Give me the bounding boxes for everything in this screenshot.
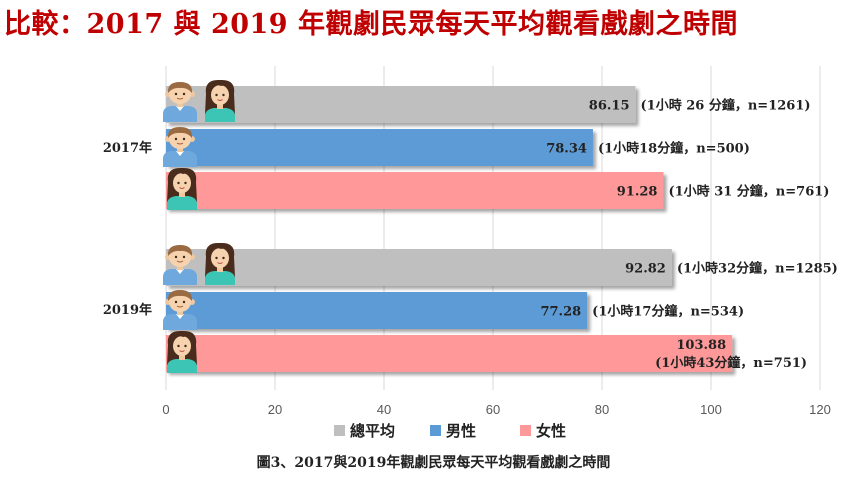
data-annotation: (1小時17分鐘，n=534) bbox=[592, 304, 744, 320]
girl-icon bbox=[167, 167, 197, 210]
boy-icon bbox=[163, 82, 197, 122]
bar bbox=[166, 86, 636, 123]
data-label: 103.88 bbox=[676, 338, 726, 353]
girl-icon bbox=[205, 79, 235, 122]
data-annotation: (1小時43分鐘，n=751) bbox=[655, 355, 807, 371]
data-label: 86.15 bbox=[589, 99, 630, 114]
boy-icon bbox=[163, 245, 197, 285]
girl-icon bbox=[167, 330, 197, 373]
legend: 總平均 男性 女性 bbox=[334, 422, 566, 440]
data-label: 91.28 bbox=[617, 185, 658, 200]
x-tick-label: 120 bbox=[809, 402, 831, 417]
x-tick-label: 100 bbox=[700, 402, 722, 417]
legend-label: 總平均 bbox=[350, 422, 395, 440]
data-annotation: (1小時 26 分鐘，n=1261) bbox=[641, 98, 811, 114]
data-label: 92.82 bbox=[625, 262, 666, 277]
bars-layer bbox=[166, 86, 733, 372]
bar bbox=[166, 129, 593, 166]
bar bbox=[166, 172, 664, 209]
figure-caption: 圖3、2017與2019年觀劇民眾每天平均觀看戲劇之時間 bbox=[256, 455, 611, 471]
bar bbox=[166, 335, 733, 372]
legend-label: 女性 bbox=[536, 422, 566, 440]
data-label: 78.34 bbox=[546, 142, 587, 157]
data-annotation: (1小時32分鐘，n=1285) bbox=[677, 261, 838, 277]
axis-layer: 0 20 40 60 80 100 120 2017年 2019年 bbox=[103, 140, 831, 417]
legend-swatch bbox=[334, 425, 345, 436]
legend-swatch bbox=[430, 425, 441, 436]
legend-label: 男性 bbox=[446, 422, 476, 440]
bar bbox=[166, 292, 588, 329]
icons-layer bbox=[163, 79, 235, 373]
girl-icon bbox=[205, 242, 235, 285]
data-annotation: (1小時18分鐘，n=500) bbox=[598, 141, 750, 157]
boy-icon bbox=[163, 127, 197, 167]
x-tick-label: 60 bbox=[486, 402, 500, 417]
data-annotation: (1小時 31 分鐘，n=761) bbox=[668, 184, 829, 200]
data-labels-layer: 86.15 (1小時 26 分鐘，n=1261) 78.34 (1小時18分鐘，n=5… bbox=[540, 98, 837, 372]
x-tick-label: 80 bbox=[595, 402, 609, 417]
category-label: 2017年 bbox=[103, 140, 152, 156]
x-tick-label: 0 bbox=[162, 402, 169, 417]
legend-swatch bbox=[520, 425, 531, 436]
page-title: 比較：2017 與 2019 年觀劇民眾每天平均觀看戲劇之時間 bbox=[4, 9, 738, 40]
data-label: 77.28 bbox=[540, 305, 581, 320]
boy-icon bbox=[163, 290, 197, 330]
x-tick-label: 40 bbox=[377, 402, 391, 417]
bar bbox=[166, 249, 672, 286]
x-tick-label: 20 bbox=[268, 402, 282, 417]
category-label: 2019年 bbox=[103, 302, 152, 318]
